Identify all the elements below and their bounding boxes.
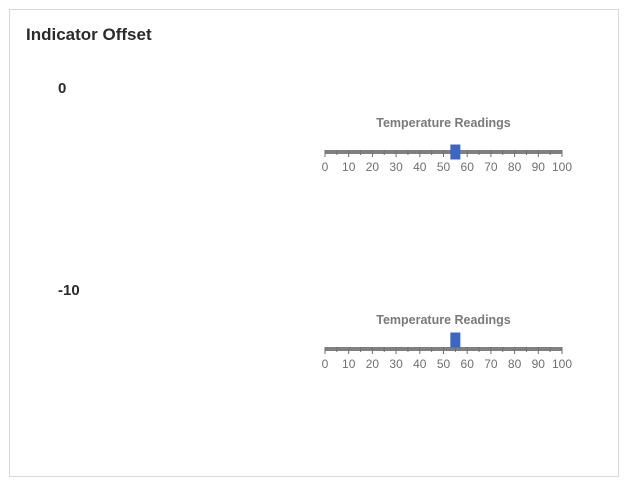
gauge-chart-0: Temperature Readings 0 10 20 30 40 50 60 70 80 90 1… bbox=[322, 116, 573, 174]
tick-label: 70 bbox=[484, 160, 498, 174]
tick-label: 50 bbox=[437, 357, 451, 371]
panel-title: Indicator Offset bbox=[26, 25, 152, 44]
tick-label: 50 bbox=[437, 160, 451, 174]
tick-label: 60 bbox=[461, 357, 475, 371]
tick-label: 70 bbox=[484, 357, 498, 371]
tick-label: 90 bbox=[532, 357, 546, 371]
tick-label: 20 bbox=[366, 160, 380, 174]
tick-label: 30 bbox=[389, 357, 403, 371]
tick-label: 0 bbox=[322, 160, 329, 174]
gauge-chart-1: Temperature Readings 0 10 20 30 40 50 60 70 80 90 1… bbox=[322, 313, 573, 371]
tick-label: 80 bbox=[508, 160, 522, 174]
tick-label: 100 bbox=[552, 357, 572, 371]
gauge-marker bbox=[450, 144, 461, 160]
tick-label: 80 bbox=[508, 357, 522, 371]
tick-label: 60 bbox=[461, 160, 475, 174]
offset-label-1: -10 bbox=[58, 282, 80, 299]
gauge-title: Temperature Readings bbox=[376, 313, 511, 327]
tick-label: 30 bbox=[389, 160, 403, 174]
gauge-marker bbox=[450, 332, 461, 348]
tick-label: 10 bbox=[342, 357, 356, 371]
offset-label-0: 0 bbox=[58, 80, 67, 97]
tick-label: 20 bbox=[366, 357, 380, 371]
indicator-offset-panel: Indicator Offset 0 Temperature Readings 0… bbox=[9, 9, 619, 477]
tick-label: 90 bbox=[532, 160, 546, 174]
gauge-title: Temperature Readings bbox=[376, 116, 511, 130]
tick-label: 40 bbox=[413, 357, 427, 371]
tick-label: 40 bbox=[413, 160, 427, 174]
tick-label: 10 bbox=[342, 160, 356, 174]
tick-label: 100 bbox=[552, 160, 572, 174]
tick-label: 0 bbox=[322, 357, 329, 371]
